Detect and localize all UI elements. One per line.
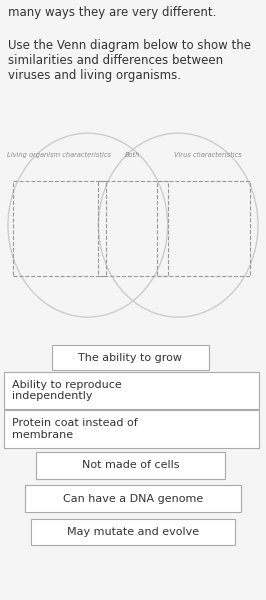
FancyBboxPatch shape — [36, 452, 225, 479]
FancyBboxPatch shape — [25, 485, 241, 512]
Text: Not made of cells: Not made of cells — [82, 460, 179, 470]
Text: Protein coat instead of
membrane: Protein coat instead of membrane — [12, 418, 138, 440]
Text: The ability to grow: The ability to grow — [78, 353, 182, 362]
Bar — [98, 181, 168, 276]
Text: many ways they are very different.: many ways they are very different. — [8, 5, 216, 19]
Text: Both: Both — [125, 152, 141, 158]
FancyBboxPatch shape — [52, 345, 209, 370]
Text: Use the Venn diagram below to show the
similarities and differences between
viru: Use the Venn diagram below to show the s… — [8, 39, 251, 82]
Bar — [157, 181, 250, 276]
Text: Virus characteristics: Virus characteristics — [174, 152, 241, 158]
FancyBboxPatch shape — [31, 518, 235, 545]
Text: Ability to reproduce
independently: Ability to reproduce independently — [12, 380, 122, 401]
Bar — [13, 181, 106, 276]
FancyBboxPatch shape — [4, 372, 259, 409]
FancyBboxPatch shape — [4, 410, 259, 448]
Text: Living organism characteristics: Living organism characteristics — [7, 152, 110, 158]
Text: May mutate and evolve: May mutate and evolve — [67, 527, 199, 537]
Text: Can have a DNA genome: Can have a DNA genome — [63, 494, 203, 503]
